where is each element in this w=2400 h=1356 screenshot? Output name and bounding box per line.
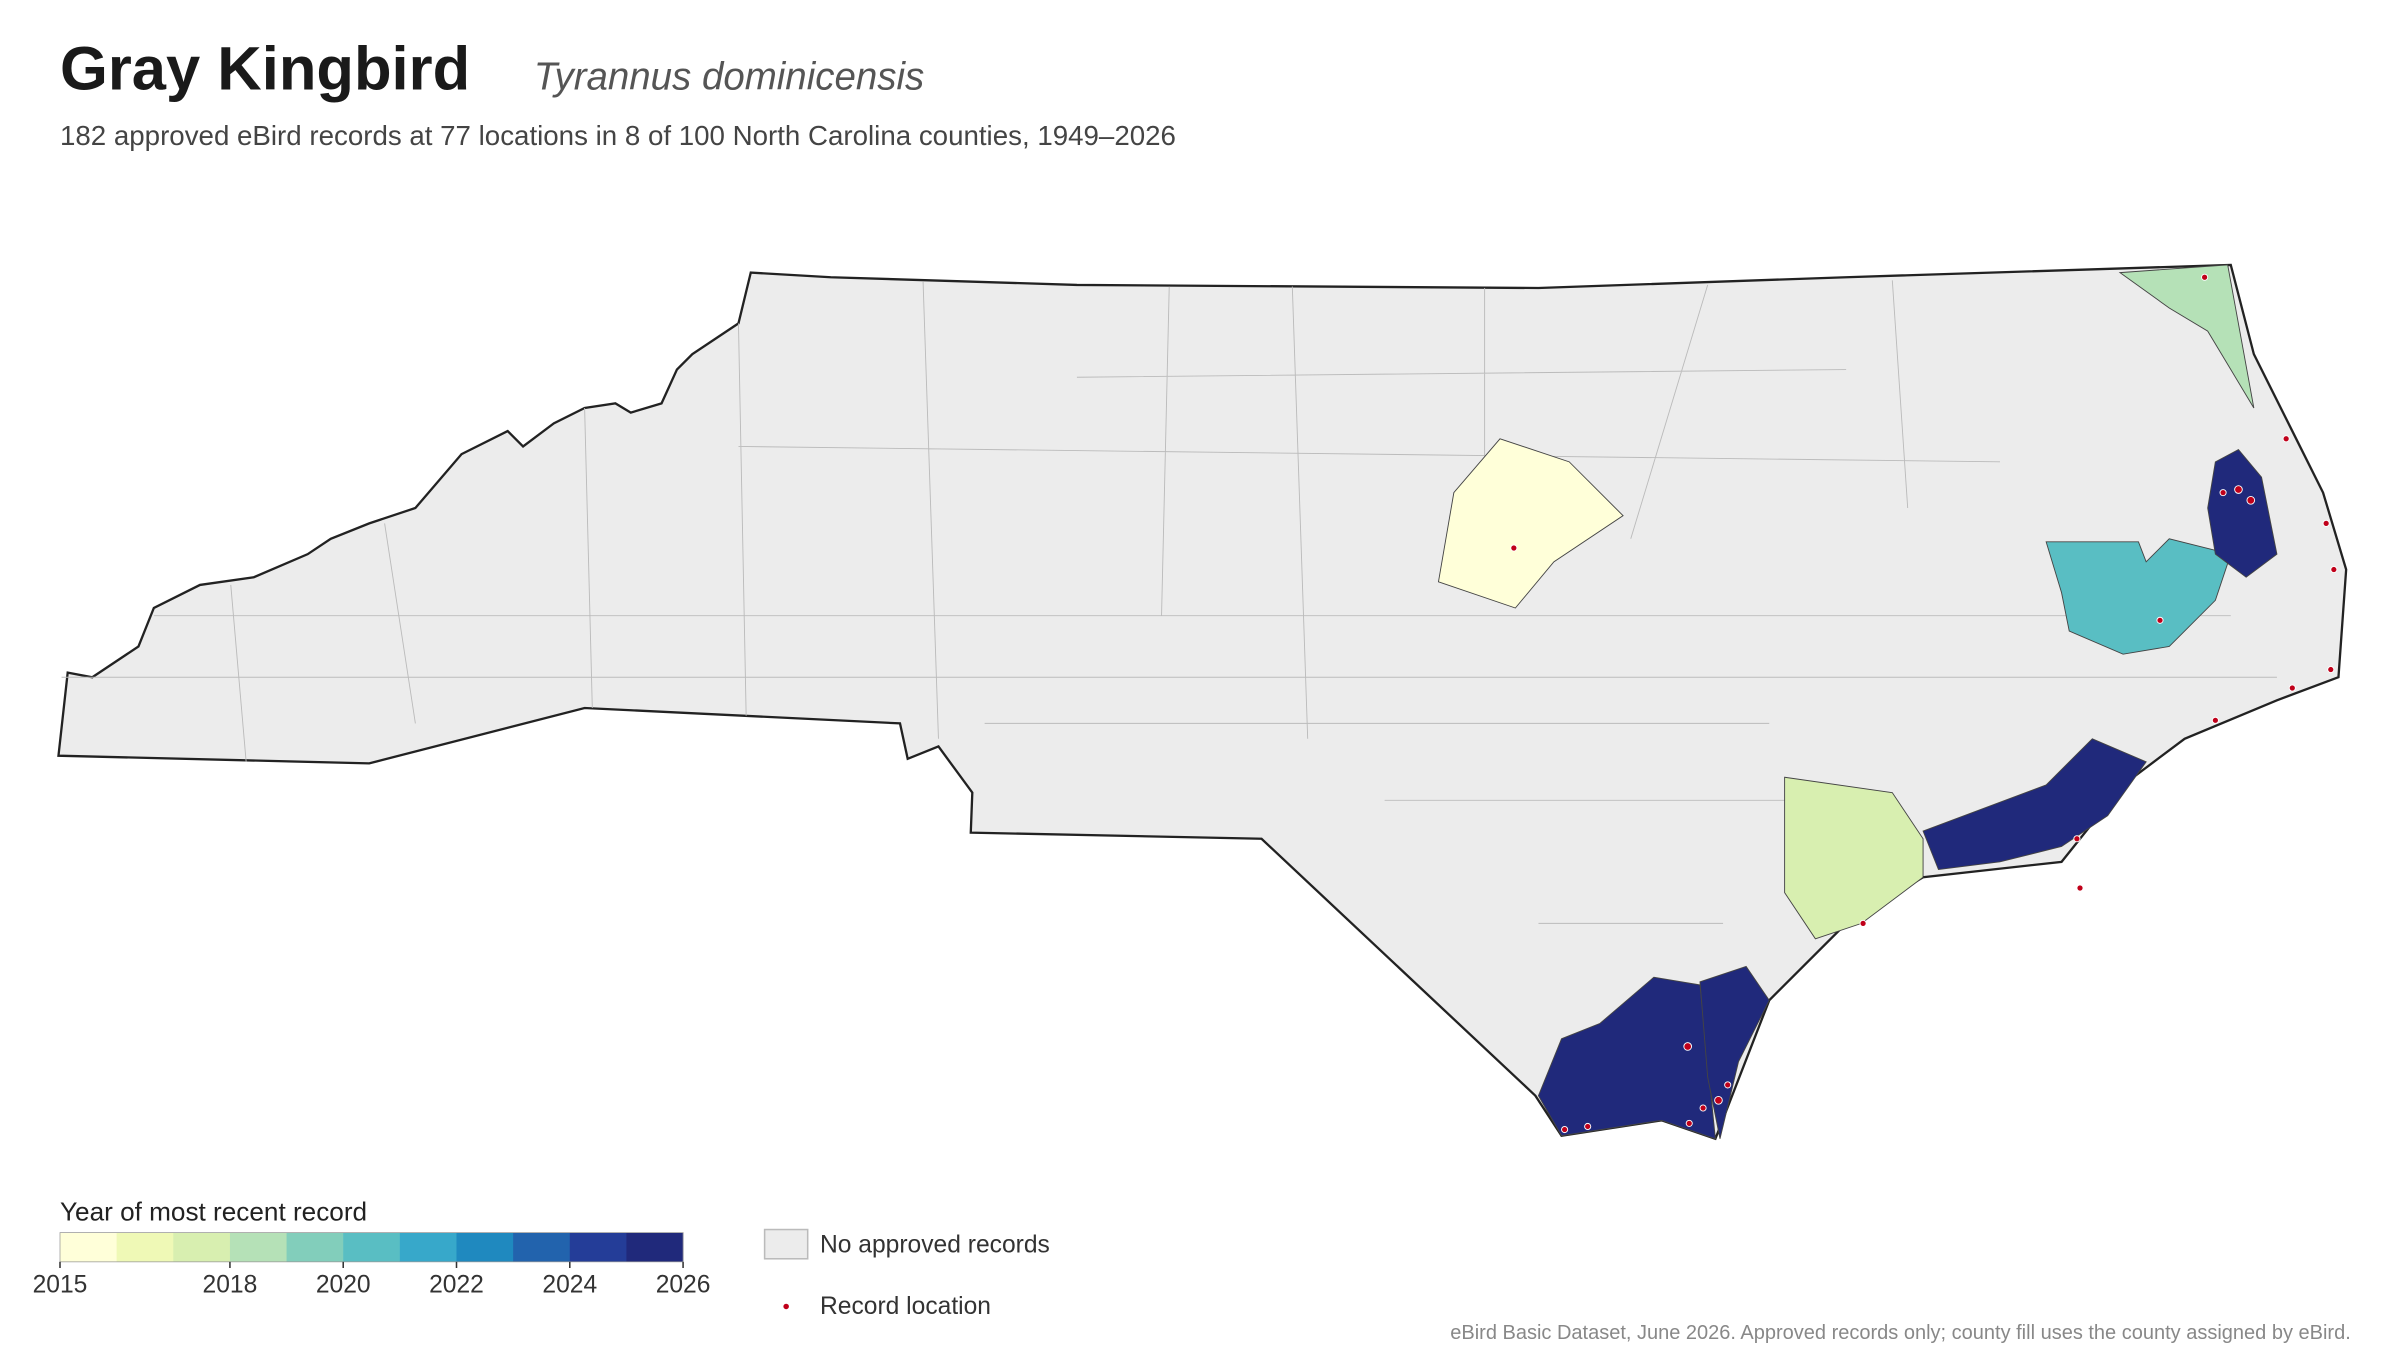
colorbar-bin — [229, 1232, 288, 1262]
footer: eBird Basic Dataset, June 2026. Approved… — [1450, 1322, 2351, 1344]
title: Gray Kingbird — [60, 35, 470, 104]
no-records-swatch — [763, 1228, 809, 1260]
county-fill — [2118, 264, 2255, 409]
state-outline — [57, 263, 2348, 1141]
colorbar-tick-label: 2020 — [316, 1272, 371, 1299]
no-records-label: No approved records — [820, 1232, 1050, 1259]
colorbar-bin — [343, 1232, 401, 1262]
record-label: Record location — [820, 1293, 991, 1320]
summary: 182 approved eBird records at 77 locatio… — [60, 120, 1176, 151]
county-borders — [61, 280, 2277, 924]
legend: Year of most recent record No approved r… — [33, 1196, 1050, 1320]
county-fill — [2045, 538, 2232, 655]
colorbar-tick-label: 2015 — [33, 1272, 88, 1299]
colorbar-bin — [173, 1232, 231, 1262]
county-fill — [1437, 438, 1624, 609]
colorbar-bin — [60, 1232, 118, 1262]
county-fill — [1784, 776, 1924, 940]
colorbar-bin — [399, 1232, 457, 1262]
colorbar-bin — [116, 1232, 174, 1262]
record-swatch — [783, 1303, 789, 1310]
colorbar-bin — [513, 1232, 571, 1262]
legend-title: Year of most recent record — [60, 1196, 367, 1226]
colorbar-bin — [286, 1232, 344, 1262]
county-fill — [1699, 965, 1770, 1139]
colorbar-frame — [59, 1232, 684, 1263]
county-fill — [1922, 738, 2147, 871]
colorbar-bin — [456, 1232, 514, 1262]
colorbar-bin — [569, 1232, 627, 1262]
state-map — [57, 263, 2348, 1141]
colorbar-tick-label: 2018 — [203, 1272, 258, 1299]
colorbar-tick-label: 2026 — [656, 1272, 711, 1299]
subtitle: Tyrannus dominicensis — [534, 56, 924, 99]
colorbar-tick-label: 2024 — [542, 1272, 597, 1299]
colorbar-bin — [626, 1232, 684, 1262]
county-fill — [2207, 448, 2278, 578]
colorbar-tick-label: 2022 — [429, 1272, 484, 1299]
record-locations — [1510, 273, 2338, 1134]
